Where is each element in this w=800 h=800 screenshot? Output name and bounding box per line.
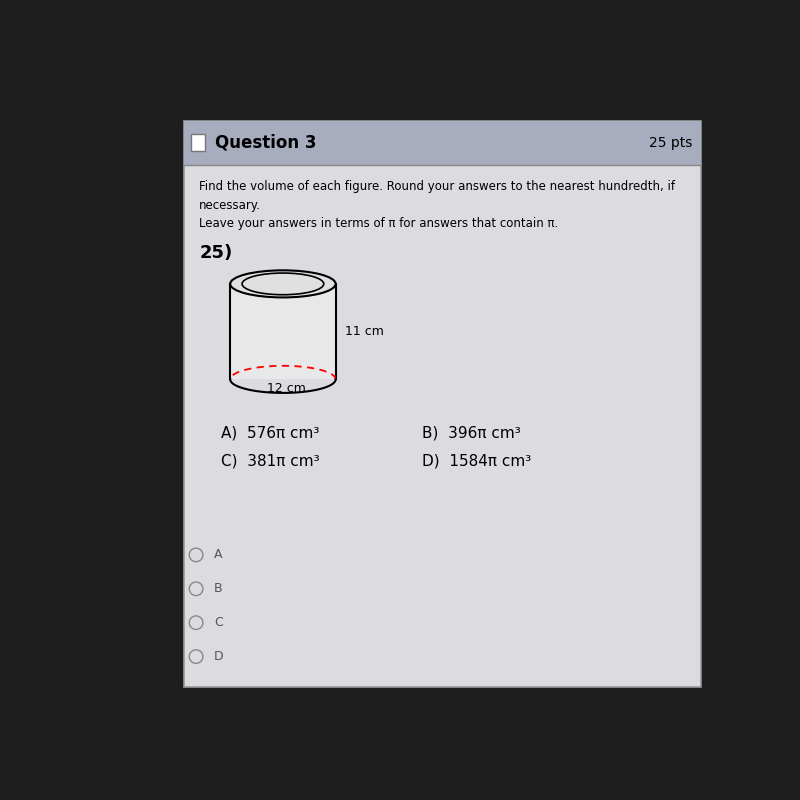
Text: A: A xyxy=(214,549,222,562)
Text: D)  1584π cm³: D) 1584π cm³ xyxy=(422,453,532,468)
Text: 11 cm: 11 cm xyxy=(345,325,384,338)
Text: Leave your answers in terms of π for answers that contain π.: Leave your answers in terms of π for ans… xyxy=(199,218,558,230)
Text: D: D xyxy=(214,650,224,663)
Text: C: C xyxy=(214,616,223,629)
Bar xyxy=(184,121,702,165)
Text: 25): 25) xyxy=(199,244,233,262)
Text: A)  576π cm³: A) 576π cm³ xyxy=(221,426,319,441)
Text: B)  396π cm³: B) 396π cm³ xyxy=(422,426,521,441)
FancyBboxPatch shape xyxy=(184,121,702,687)
Ellipse shape xyxy=(230,270,336,298)
Text: C)  381π cm³: C) 381π cm³ xyxy=(221,453,319,468)
Text: 25 pts: 25 pts xyxy=(649,136,692,150)
Text: Find the volume of each figure. Round your answers to the nearest hundredth, if: Find the volume of each figure. Round yo… xyxy=(199,180,675,194)
Text: Question 3: Question 3 xyxy=(214,134,316,152)
Bar xyxy=(191,134,205,151)
Text: 12 cm: 12 cm xyxy=(267,382,306,395)
Text: necessary.: necessary. xyxy=(199,199,261,212)
Text: B: B xyxy=(214,582,222,595)
Polygon shape xyxy=(230,284,336,379)
